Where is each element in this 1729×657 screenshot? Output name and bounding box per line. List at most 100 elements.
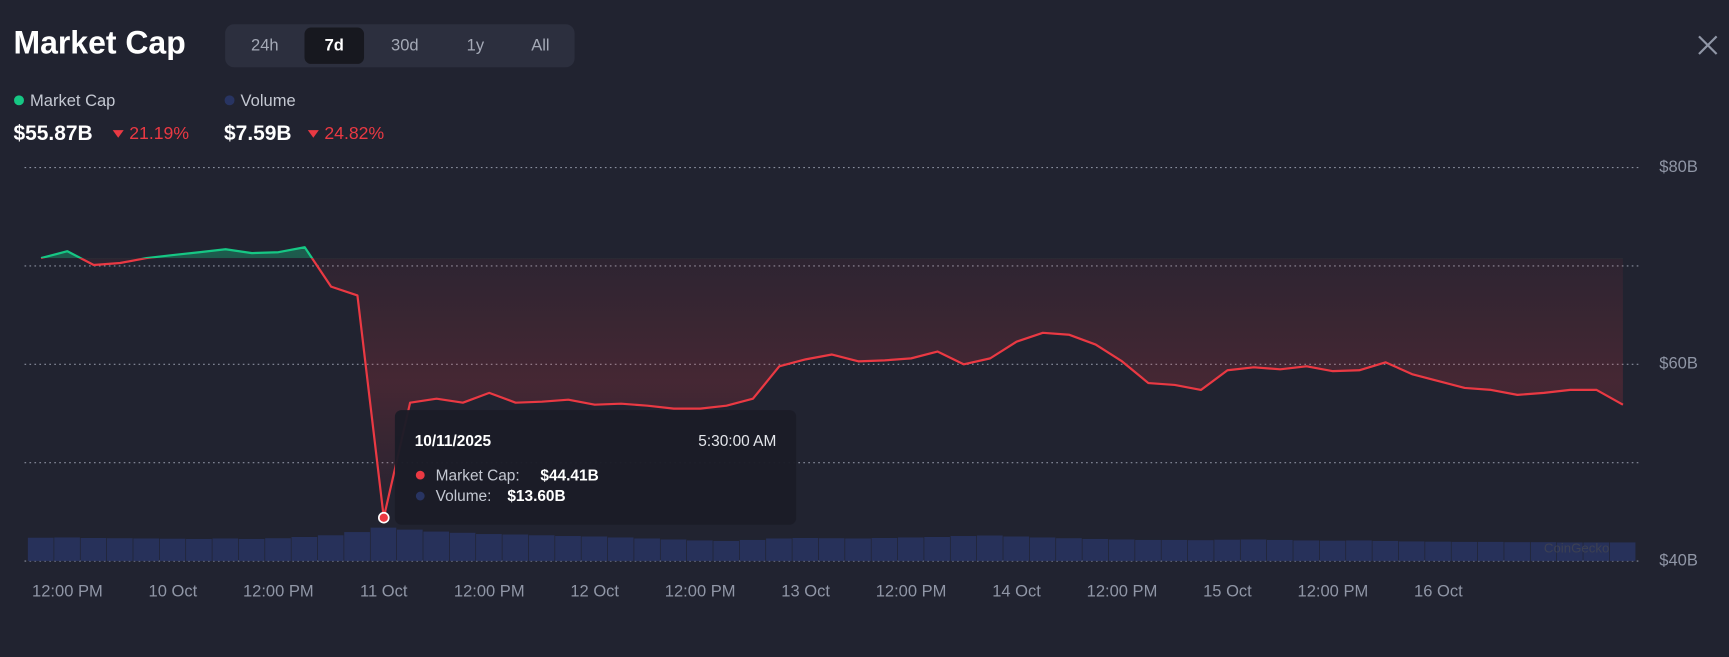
page-title: Market Cap (13, 25, 185, 61)
tooltip-box (394, 410, 797, 525)
legend-name: Volume (241, 91, 296, 110)
volume-bar (1346, 540, 1372, 562)
tooltip-value: $44.41B (540, 467, 598, 484)
volume-bar (686, 540, 713, 562)
volume-bar (186, 538, 212, 562)
y-tick-label: $80B (1659, 157, 1698, 176)
volume-bar (106, 538, 133, 562)
tooltip-date: 10/11/2025 (415, 433, 492, 450)
legend-change: 21.19% (129, 123, 189, 143)
volume-bar (1583, 542, 1610, 562)
legend-change: 24.82% (324, 123, 384, 143)
x-tick-label: 12:00 PM (454, 581, 525, 600)
close-button[interactable] (1698, 35, 1718, 55)
volume-bar (713, 540, 740, 562)
volume-bar (924, 536, 950, 562)
x-tick-label: 12:00 PM (1298, 581, 1369, 600)
tab[interactable]: 7d (325, 36, 344, 55)
volume-bar (1187, 540, 1214, 562)
y-tick-label: $40B (1659, 550, 1698, 569)
volume-bar (1398, 541, 1425, 562)
volume-bar (1319, 540, 1346, 562)
hover-point (377, 511, 390, 524)
volume-bar (1214, 539, 1240, 562)
volume-bar (291, 536, 318, 562)
line-down (41, 258, 1624, 519)
volume-bar (159, 538, 186, 562)
tab[interactable]: 1y (467, 36, 485, 55)
x-tick-label: 12:00 PM (32, 581, 103, 600)
volume-bar (1003, 536, 1030, 562)
volume-bar (739, 539, 766, 562)
volume-bar (423, 531, 450, 562)
legend-value: $55.87B (13, 122, 92, 145)
volume-bar (1108, 539, 1135, 562)
volume-bar (607, 537, 634, 562)
volume-bar (845, 538, 871, 562)
volume-bar (1082, 538, 1109, 562)
volume-bar (634, 538, 660, 562)
x-tick-label: 12:00 PM (243, 581, 314, 600)
volume-bar (555, 536, 581, 562)
y-tick-label: $60B (1659, 354, 1698, 373)
volume-bar (1557, 542, 1583, 562)
line-up (40, 246, 314, 259)
volume-bar (54, 537, 80, 562)
watermark: CoinGecko (1544, 540, 1609, 555)
volume-bar (766, 538, 792, 562)
volume-bar (897, 537, 924, 562)
volume-bar (1029, 537, 1056, 562)
volume-bar (871, 537, 898, 562)
tab[interactable]: All (531, 36, 549, 55)
down-arrow (112, 130, 124, 138)
x-tick-label: 12:00 PM (665, 581, 736, 600)
volume-bar (1425, 541, 1451, 562)
volume-bar (1451, 541, 1478, 562)
volume-bar (581, 536, 608, 562)
x-tick-label: 12:00 PM (876, 581, 947, 600)
volume-bar (818, 538, 845, 562)
volume-bar (1293, 540, 1320, 562)
x-tick-label: 12:00 PM (1087, 581, 1158, 600)
volume-bar (1530, 542, 1557, 562)
volume-bar (449, 532, 476, 562)
volume-bar (528, 535, 555, 562)
down-arrow (307, 130, 319, 138)
volume-bar (80, 537, 107, 562)
x-tick-label: 14 Oct (992, 581, 1041, 600)
tooltip-dot (415, 470, 425, 480)
volume-bar (344, 532, 370, 562)
legend-dot (224, 95, 235, 106)
x-tick-label: 16 Oct (1414, 581, 1463, 600)
volume-bar (370, 527, 397, 562)
tooltip-dot (415, 491, 425, 501)
volume-bar (950, 536, 977, 562)
volume-bar (476, 534, 502, 562)
volume-bar (27, 537, 54, 562)
volume-bar (1372, 540, 1399, 562)
legend-value: $7.59B (224, 122, 292, 145)
tooltip-time: 5:30:00 AM (698, 433, 776, 450)
tab[interactable]: 24h (251, 36, 279, 55)
x-tick-label: 12 Oct (570, 581, 619, 600)
x-tick-label: 13 Oct (781, 581, 830, 600)
volume-bar (1135, 539, 1161, 562)
volume-bar (1056, 538, 1082, 562)
volume-bar (317, 535, 344, 562)
volume-bar (792, 537, 819, 562)
volume-bar (1609, 542, 1636, 562)
x-tick-label: 15 Oct (1203, 581, 1252, 600)
area-down (80, 258, 1623, 518)
x-tick-label: 11 Oct (360, 581, 408, 600)
volume-bar (133, 538, 160, 562)
volume-bar (660, 539, 687, 562)
area-up (41, 247, 1623, 259)
volume-bar (238, 538, 265, 562)
tooltip-label: Volume: (436, 488, 492, 505)
active-tab (304, 27, 365, 64)
volume-bar (1240, 539, 1267, 562)
tab[interactable]: 30d (391, 36, 419, 55)
volume-bar (502, 534, 529, 562)
